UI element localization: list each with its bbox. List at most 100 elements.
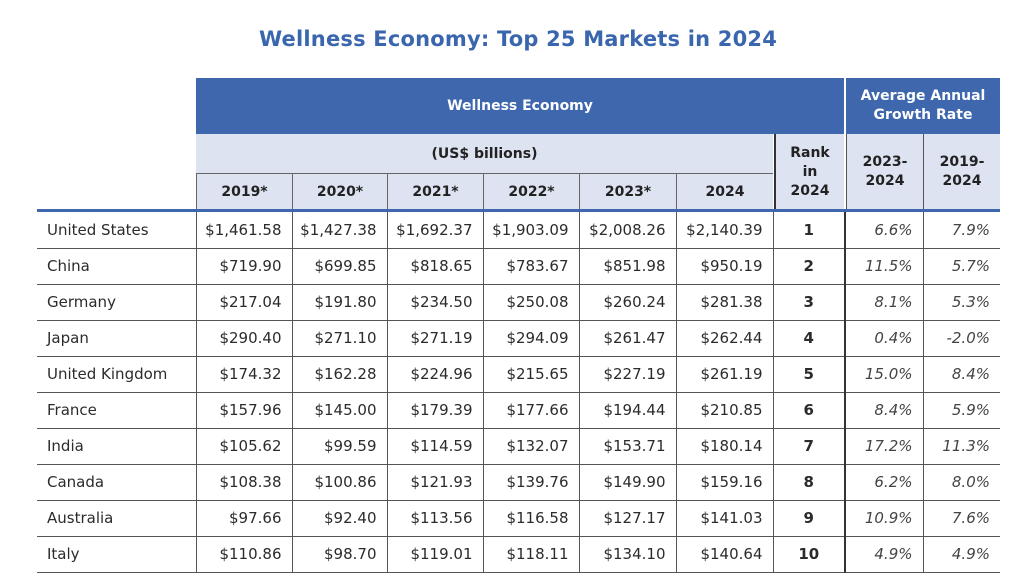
table-row: India $105.62 $99.59 $114.59 $132.07 $153.71 $… [37,427,1000,465]
country-cell: Japan [37,319,197,357]
value-cell: $950.19 [675,247,774,285]
value-cell: $215.65 [482,355,580,393]
value-cell: $139.76 [482,463,580,501]
growth-cell: 4.9% [844,535,924,573]
value-cell: $149.90 [578,463,677,501]
value-cell: $290.40 [195,319,293,357]
value-cell: $851.98 [578,247,677,285]
value-cell: $2,008.26 [578,212,677,249]
growth-cell: 5.9% [922,391,1000,429]
table-row: Australia $97.66 $92.40 $113.56 $116.58 $127.… [37,499,1000,537]
growth-cell: 10.9% [844,499,924,537]
value-cell: $261.47 [578,319,677,357]
table-row: Italy $110.86 $98.70 $119.01 $118.11 $134.10 $… [37,535,1000,573]
rank-cell: 4 [772,319,846,357]
country-cell: Canada [37,463,197,501]
growth-cell: 11.3% [922,427,1000,465]
header-growth-2019-2024: 2019-2024 [923,134,1000,210]
value-cell: $174.32 [195,355,293,393]
value-cell: $191.80 [291,283,388,321]
rank-cell: 7 [772,427,846,465]
value-cell: $227.19 [578,355,677,393]
value-cell: $110.86 [195,535,293,573]
value-cell: $127.17 [578,499,677,537]
growth-cell: 4.9% [922,535,1000,573]
value-cell: $818.65 [386,247,484,285]
column-header-2: 2021* [387,173,483,210]
growth-cell: 7.9% [922,212,1000,249]
rank-cell: 6 [772,391,846,429]
value-cell: $157.96 [195,391,293,429]
country-cell: Italy [37,535,197,573]
value-cell: $1,903.09 [482,212,580,249]
value-cell: $159.16 [675,463,774,501]
column-header-0: 2019* [196,173,292,210]
value-cell: $224.96 [386,355,484,393]
value-cell: $719.90 [195,247,293,285]
header-rank: Rank in 2024 [774,134,844,210]
value-cell: $140.64 [675,535,774,573]
column-header-5: 2024 [676,173,773,210]
growth-cell: 8.4% [922,355,1000,393]
growth-cell: 0.4% [844,319,924,357]
rank-cell: 1 [772,212,846,249]
table-row: China $719.90 $699.85 $818.65 $783.67 $851.98… [37,247,1000,285]
rank-cell: 2 [772,247,846,285]
value-cell: $98.70 [291,535,388,573]
value-cell: $1,427.38 [291,212,388,249]
growth-cell: 15.0% [844,355,924,393]
value-cell: $261.19 [675,355,774,393]
growth-cell: 5.7% [922,247,1000,285]
value-cell: $194.44 [578,391,677,429]
value-cell: $153.71 [578,427,677,465]
header-growth-rate: Average Annual Growth Rate [846,78,1000,134]
value-cell: $121.93 [386,463,484,501]
value-cell: $1,692.37 [386,212,484,249]
value-cell: $116.58 [482,499,580,537]
header-units: (US$ billions) [196,134,773,173]
value-cell: $783.67 [482,247,580,285]
table-row: Canada $108.38 $100.86 $121.93 $139.76 $149.9… [37,463,1000,501]
value-cell: $118.11 [482,535,580,573]
country-cell: United Kingdom [37,355,197,393]
value-cell: $108.38 [195,463,293,501]
value-cell: $281.38 [675,283,774,321]
value-cell: $119.01 [386,535,484,573]
value-cell: $132.07 [482,427,580,465]
value-cell: $92.40 [291,499,388,537]
growth-cell: 17.2% [844,427,924,465]
rank-cell: 10 [772,535,846,573]
value-cell: $217.04 [195,283,293,321]
value-cell: $234.50 [386,283,484,321]
value-cell: $262.44 [675,319,774,357]
header-divider [37,209,1000,212]
value-cell: $260.24 [578,283,677,321]
table-row: France $157.96 $145.00 $179.39 $177.66 $194.4… [37,391,1000,429]
value-cell: $162.28 [291,355,388,393]
growth-cell: -2.0% [922,319,1000,357]
rank-cell: 8 [772,463,846,501]
table-row: Germany $217.04 $191.80 $234.50 $250.08 $260.… [37,283,1000,321]
page-title: Wellness Economy: Top 25 Markets in 2024 [258,27,778,51]
growth-cell: 5.3% [922,283,1000,321]
value-cell: $99.59 [291,427,388,465]
value-cell: $271.10 [291,319,388,357]
country-cell: Australia [37,499,197,537]
growth-cell: 8.0% [922,463,1000,501]
growth-cell: 6.2% [844,463,924,501]
country-cell: France [37,391,197,429]
country-cell: Germany [37,283,197,321]
growth-cell: 7.6% [922,499,1000,537]
value-cell: $1,461.58 [195,212,293,249]
growth-cell: 11.5% [844,247,924,285]
markets-table: United States $1,461.58 $1,427.38 $1,692.37… [37,212,1000,573]
value-cell: $113.56 [386,499,484,537]
column-header-4: 2023* [579,173,676,210]
value-cell: $145.00 [291,391,388,429]
header-growth-2023-2024: 2023-2024 [846,134,923,210]
growth-cell: 6.6% [844,212,924,249]
value-cell: $250.08 [482,283,580,321]
value-cell: $100.86 [291,463,388,501]
value-cell: $134.10 [578,535,677,573]
value-cell: $2,140.39 [675,212,774,249]
